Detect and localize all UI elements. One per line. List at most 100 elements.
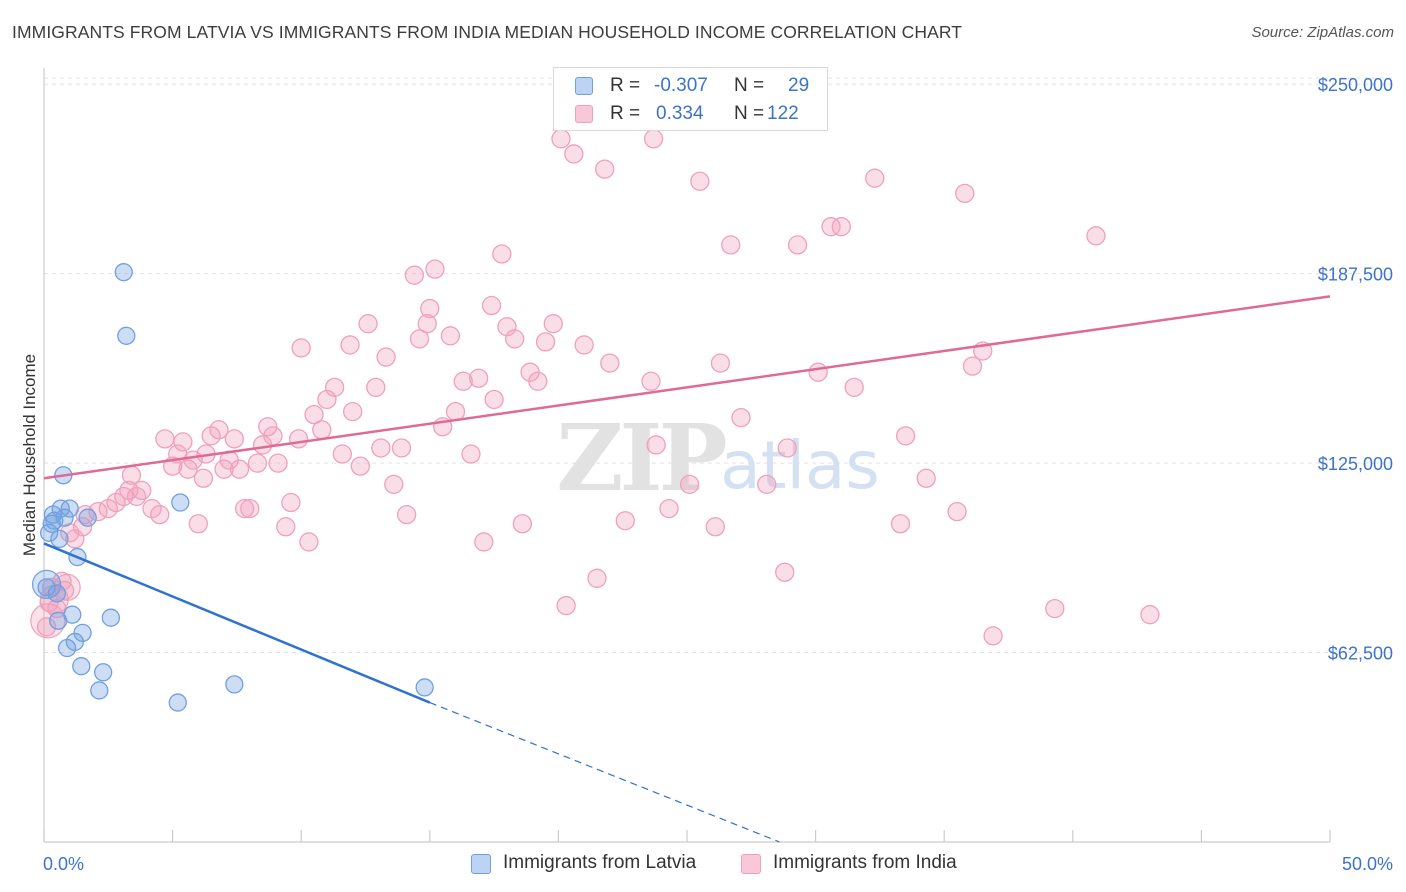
india-point bbox=[641, 371, 661, 391]
india-point bbox=[276, 517, 296, 537]
india-point bbox=[484, 389, 504, 410]
india-point bbox=[409, 329, 430, 349]
india-point bbox=[340, 335, 360, 355]
india-point bbox=[178, 459, 198, 479]
india-point bbox=[324, 377, 345, 397]
latvia-point bbox=[50, 529, 69, 549]
y-tick-label: $62,500 bbox=[1328, 644, 1393, 664]
india-point bbox=[757, 474, 777, 494]
india-point bbox=[1140, 605, 1160, 625]
legend-row-india: R = 0.334 N = 122 bbox=[554, 100, 827, 128]
india-point bbox=[469, 368, 489, 388]
legend-row-latvia: R = -0.307 N = 29 bbox=[554, 72, 827, 100]
india-r-label: R = bbox=[610, 103, 641, 124]
india-point bbox=[126, 486, 147, 507]
latvia-trend-line bbox=[43, 542, 431, 704]
latvia-point bbox=[117, 326, 136, 345]
india-point bbox=[865, 168, 885, 188]
india-point bbox=[142, 498, 162, 519]
chart-title: IMMIGRANTS FROM LATVIA VS IMMIGRANTS FRO… bbox=[12, 22, 963, 42]
latvia-point bbox=[114, 263, 133, 282]
india-point bbox=[209, 420, 229, 440]
india-point bbox=[916, 468, 936, 488]
latvia-point bbox=[60, 499, 79, 518]
india-point bbox=[890, 514, 911, 534]
india-point bbox=[304, 404, 324, 425]
india-point bbox=[291, 338, 311, 358]
india-point bbox=[710, 353, 731, 373]
india-point bbox=[417, 314, 437, 334]
india-point bbox=[188, 514, 208, 534]
india-point bbox=[312, 420, 332, 440]
india-point bbox=[268, 453, 288, 473]
india-point bbox=[587, 568, 607, 588]
india-point bbox=[72, 517, 93, 537]
bottom-india-swatch bbox=[741, 854, 761, 874]
india-point bbox=[366, 377, 386, 397]
india-point bbox=[247, 453, 268, 473]
india-point bbox=[721, 235, 741, 255]
india-point bbox=[821, 217, 841, 237]
india-point bbox=[404, 265, 425, 285]
india-point bbox=[481, 295, 502, 316]
latvia-point bbox=[73, 623, 92, 643]
latvia-points bbox=[31, 263, 434, 712]
india-point bbox=[556, 595, 576, 616]
india-point bbox=[288, 429, 309, 449]
india-swatch bbox=[575, 105, 593, 123]
y-tick-label: $125,000 bbox=[1318, 454, 1393, 474]
india-point bbox=[543, 314, 563, 334]
india-point bbox=[775, 562, 795, 582]
india-point bbox=[492, 244, 512, 264]
india-point bbox=[564, 144, 584, 164]
india-point bbox=[397, 505, 417, 525]
latvia-point bbox=[101, 608, 121, 627]
latvia-point bbox=[72, 657, 91, 676]
india-point bbox=[240, 498, 260, 519]
india-point bbox=[150, 505, 170, 525]
india-point bbox=[615, 511, 635, 531]
india-point bbox=[36, 617, 57, 637]
india-point bbox=[201, 426, 221, 446]
india-point bbox=[258, 417, 278, 437]
india-point bbox=[679, 474, 700, 494]
india-point bbox=[528, 371, 548, 391]
latvia-point bbox=[171, 493, 190, 512]
watermark-zip: ZIP bbox=[556, 404, 725, 512]
india-point bbox=[65, 529, 85, 549]
latvia-n-value: 29 bbox=[788, 75, 810, 96]
india-point bbox=[497, 317, 517, 337]
india-point bbox=[445, 401, 466, 422]
watermark-atlas: atlas bbox=[720, 427, 880, 504]
india-point bbox=[132, 480, 152, 501]
india-point bbox=[731, 408, 751, 428]
india-point bbox=[121, 465, 142, 485]
x-tick-label-start: 0.0% bbox=[43, 854, 84, 874]
india-point bbox=[777, 438, 797, 458]
india-point bbox=[214, 459, 234, 479]
bottom-india-label: Immigrants from India bbox=[773, 852, 957, 873]
latvia-point bbox=[55, 508, 74, 527]
latvia-point bbox=[78, 508, 97, 527]
india-point bbox=[371, 438, 391, 458]
latvia-r-label: R = bbox=[610, 75, 641, 96]
india-point bbox=[376, 347, 396, 367]
india-point bbox=[453, 371, 473, 391]
india-point bbox=[384, 474, 404, 494]
india-point bbox=[229, 459, 250, 479]
source-label: Source: ZipAtlas.com bbox=[1251, 24, 1394, 41]
india-point bbox=[643, 129, 664, 149]
latvia-n-label: N = bbox=[734, 75, 765, 96]
latvia-r-value: -0.307 bbox=[654, 75, 708, 96]
india-point bbox=[173, 432, 193, 452]
latvia-trend-extension bbox=[429, 702, 780, 843]
latvia-point bbox=[168, 693, 187, 712]
india-point bbox=[425, 259, 445, 279]
india-point bbox=[350, 456, 371, 476]
india-point bbox=[600, 353, 620, 373]
india-point bbox=[535, 332, 556, 352]
india-point bbox=[962, 356, 983, 376]
india-point bbox=[844, 377, 864, 397]
latvia-point-cluster bbox=[31, 569, 62, 599]
india-point bbox=[332, 444, 353, 464]
